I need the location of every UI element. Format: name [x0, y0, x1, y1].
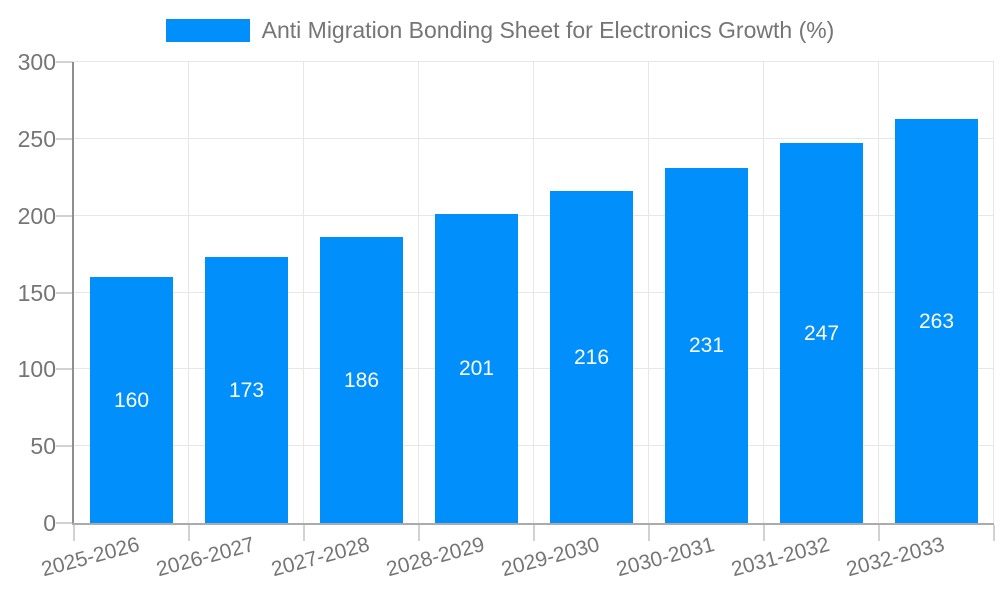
x-tick: [188, 525, 190, 541]
bar[interactable]: 231: [665, 168, 748, 523]
y-tick-label: 50: [30, 433, 56, 459]
y-tick: [56, 445, 73, 447]
x-tick: [878, 525, 880, 541]
y-axis-line: [72, 62, 74, 525]
y-gridline: [74, 368, 994, 369]
bar[interactable]: 247: [780, 143, 863, 523]
bar-value-label: 173: [228, 378, 265, 402]
x-tick: [303, 525, 305, 541]
y-gridline: [74, 445, 994, 446]
bar-value-label: 186: [343, 368, 380, 392]
x-gridline: [418, 62, 419, 523]
x-tick: [418, 525, 420, 541]
x-gridline: [648, 62, 649, 523]
y-tick-label: 150: [17, 280, 56, 306]
bar-value-label: 216: [573, 345, 610, 369]
legend[interactable]: Anti Migration Bonding Sheet for Electro…: [0, 17, 1000, 44]
bar[interactable]: 173: [205, 257, 288, 523]
y-tick-label: 250: [17, 126, 56, 152]
x-gridline: [993, 62, 994, 523]
bar-value-label: 247: [803, 321, 840, 345]
y-gridline: [74, 138, 994, 139]
legend-label: Anti Migration Bonding Sheet for Electro…: [261, 17, 835, 43]
y-tick: [56, 61, 73, 63]
x-tick: [73, 525, 75, 541]
bar-value-label: 201: [458, 357, 495, 380]
bar[interactable]: 186: [320, 237, 403, 523]
y-tick: [56, 522, 73, 524]
x-gridline: [303, 62, 304, 523]
y-tick-label: 0: [43, 510, 56, 536]
y-tick-label: 200: [17, 203, 56, 229]
y-gridline: [74, 61, 994, 62]
bar-value-label: 231: [688, 334, 725, 357]
y-gridline: [74, 215, 994, 216]
bar-value-label: 160: [113, 388, 150, 412]
bar[interactable]: 263: [895, 119, 978, 523]
y-gridline: [74, 292, 994, 293]
x-gridline: [878, 62, 879, 523]
bar-value-label: 263: [918, 309, 955, 333]
y-tick-label: 100: [17, 356, 56, 382]
x-gridline: [763, 62, 764, 523]
y-tick: [56, 138, 73, 140]
x-tick: [763, 525, 765, 541]
x-tick: [648, 525, 650, 541]
x-gridline: [188, 62, 189, 523]
legend-swatch-icon: [165, 19, 250, 42]
y-tick: [56, 368, 73, 370]
x-tick: [533, 525, 535, 541]
x-gridline: [533, 62, 534, 523]
x-axis-line: [72, 523, 994, 525]
x-tick: [993, 525, 995, 541]
y-tick-label: 300: [17, 49, 56, 75]
bar[interactable]: 201: [435, 214, 518, 523]
bar[interactable]: 216: [550, 191, 633, 523]
y-tick: [56, 292, 73, 294]
y-tick: [56, 215, 73, 217]
bar[interactable]: 160: [90, 277, 173, 523]
